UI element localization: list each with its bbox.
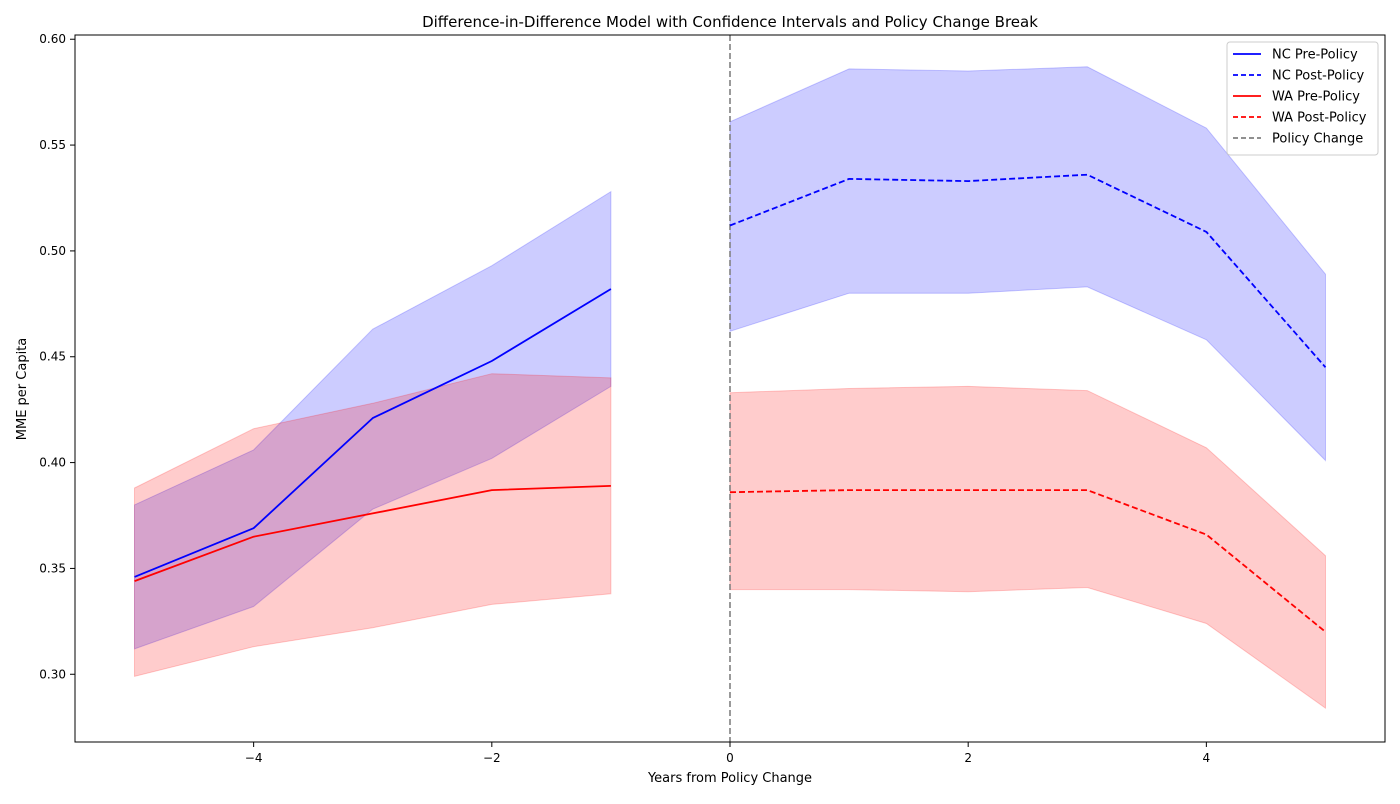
y-tick-label: 0.55 [39, 138, 66, 152]
y-tick-label: 0.40 [39, 456, 66, 470]
x-tick-label: 0 [726, 751, 734, 765]
ci-band-2 [729, 66, 1326, 462]
legend: NC Pre-Policy NC Post-Policy WA Pre-Policy… [1226, 41, 1379, 156]
y-tick-label: 0.50 [39, 244, 66, 258]
x-tick-label: 4 [1203, 751, 1211, 765]
ci-band-3 [134, 373, 612, 678]
legend-label: WA Pre-Policy [1272, 90, 1360, 105]
series-line-2 [729, 173, 1327, 368]
series-line-1 [134, 288, 612, 578]
x-tick-label: −2 [483, 751, 501, 765]
legend-label: NC Pre-Policy [1272, 48, 1358, 63]
y-tick-label: 0.60 [39, 32, 66, 46]
legend-box [1226, 41, 1379, 156]
ci-band-1 [134, 190, 612, 650]
x-axis-ticks: −4 −2 0 2 4 [245, 742, 1210, 765]
chart-title: Difference-in-Difference Model with Conf… [422, 13, 1038, 31]
x-tick-label: 2 [964, 751, 972, 765]
y-axis-label: MME per Capita [15, 338, 30, 440]
x-axis-label: Years from Policy Change [647, 771, 812, 786]
series-line-3 [134, 485, 611, 582]
legend-label: WA Post-Policy [1272, 111, 1367, 126]
y-tick-label: 0.45 [39, 350, 66, 364]
y-axis-ticks: 0.30 0.35 0.40 0.45 0.50 0.55 0.60 [39, 32, 75, 681]
legend-label: NC Post-Policy [1272, 69, 1365, 84]
plot-area [134, 35, 1327, 742]
legend-label: Policy Change [1272, 132, 1363, 147]
x-tick-label: −4 [245, 751, 263, 765]
ci-band-4 [729, 385, 1326, 710]
y-tick-label: 0.30 [39, 667, 66, 681]
series-line-4 [729, 489, 1327, 633]
y-tick-label: 0.35 [39, 561, 66, 575]
